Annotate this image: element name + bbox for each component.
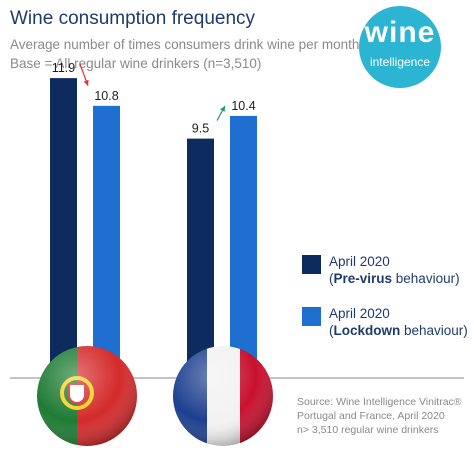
source-line: Source: Wine Intelligence Vinitrac® bbox=[297, 396, 462, 408]
source-note: Source: Wine Intelligence Vinitrac® Port… bbox=[297, 395, 462, 437]
bar-pre-virus-france bbox=[187, 138, 214, 378]
data-label: 10.4 bbox=[231, 99, 255, 113]
legend-bold: Lockdown bbox=[333, 323, 401, 338]
bar-lockdown-portugal bbox=[93, 105, 120, 378]
legend-label: April 2020 bbox=[329, 254, 390, 269]
logo-word: wine bbox=[364, 16, 436, 49]
logo-tagline: intelligence bbox=[369, 55, 431, 69]
bar-pre-virus-portugal bbox=[50, 78, 77, 379]
change-arrow-head-france bbox=[220, 105, 225, 112]
legend-bold: Pre-virus bbox=[333, 271, 393, 286]
legend-swatch-lockdown bbox=[302, 307, 321, 326]
data-label: 10.8 bbox=[94, 89, 118, 103]
legend-swatch-pre-virus bbox=[302, 255, 321, 274]
data-label: 11.9 bbox=[52, 61, 75, 75]
data-labels-group: 11.9 9.5 10.8 10.4 bbox=[52, 61, 256, 135]
chart-subtitle: Average number of times consumers drink … bbox=[10, 37, 360, 52]
chart-title: Wine consumption frequency bbox=[10, 8, 256, 29]
source-line: Portugal and France, April 2020 bbox=[297, 410, 445, 422]
bar-lockdown-france bbox=[230, 115, 257, 379]
portugal-flag-icon bbox=[37, 346, 137, 446]
wine-intelligence-logo: wine intelligence bbox=[359, 6, 441, 88]
bars-group bbox=[50, 78, 257, 379]
france-flag-icon bbox=[173, 346, 273, 446]
legend-label: April 2020 bbox=[329, 306, 390, 321]
source-line: n> 3,510 regular wine drinkers bbox=[297, 424, 439, 436]
data-label: 9.5 bbox=[192, 122, 209, 136]
chart-base-note: Base = All regular wine drinkers (n=3,51… bbox=[10, 56, 262, 71]
change-arrows-group bbox=[79, 63, 226, 121]
change-arrow-head-portugal bbox=[83, 79, 89, 86]
